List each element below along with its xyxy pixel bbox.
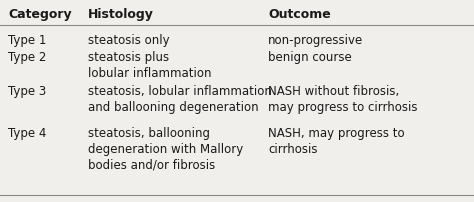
Text: Type 3: Type 3 bbox=[8, 85, 46, 98]
Text: lobular inflammation: lobular inflammation bbox=[88, 67, 211, 80]
Text: cirrhosis: cirrhosis bbox=[268, 142, 318, 155]
Text: and ballooning degeneration: and ballooning degeneration bbox=[88, 101, 259, 114]
Text: Histology: Histology bbox=[88, 8, 154, 21]
Text: non-progressive: non-progressive bbox=[268, 34, 363, 47]
Text: may progress to cirrhosis: may progress to cirrhosis bbox=[268, 101, 418, 114]
Text: steatosis, lobular inflammation: steatosis, lobular inflammation bbox=[88, 85, 272, 98]
Text: steatosis, ballooning: steatosis, ballooning bbox=[88, 126, 210, 139]
Text: Type 4: Type 4 bbox=[8, 126, 46, 139]
Text: Type 2: Type 2 bbox=[8, 51, 46, 64]
Text: degeneration with Mallory: degeneration with Mallory bbox=[88, 142, 243, 155]
Text: steatosis plus: steatosis plus bbox=[88, 51, 169, 64]
Text: Type 1: Type 1 bbox=[8, 34, 46, 47]
Text: bodies and/or fibrosis: bodies and/or fibrosis bbox=[88, 158, 215, 171]
Text: Category: Category bbox=[8, 8, 72, 21]
Text: benign course: benign course bbox=[268, 51, 352, 64]
Text: NASH without fibrosis,: NASH without fibrosis, bbox=[268, 85, 399, 98]
Text: Outcome: Outcome bbox=[268, 8, 331, 21]
Text: steatosis only: steatosis only bbox=[88, 34, 170, 47]
Text: NASH, may progress to: NASH, may progress to bbox=[268, 126, 405, 139]
